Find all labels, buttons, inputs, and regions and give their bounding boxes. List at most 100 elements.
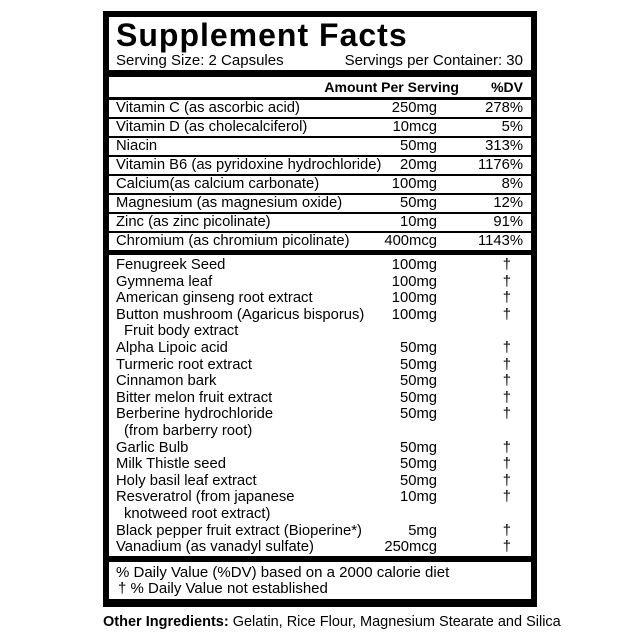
servings-per-container-text: Servings per Container: 30	[344, 52, 523, 69]
nutrient-dv: 1176%	[478, 157, 523, 173]
supplement-facts-panel: Supplement Facts Serving Size: 2 Capsule…	[103, 11, 537, 607]
nutrient-dv: †	[502, 406, 511, 423]
nutrient-name: Vitamin C (as ascorbic acid)	[116, 100, 300, 116]
nutrient-name: Magnesium (as magnesium oxide)	[116, 195, 343, 211]
nutrient-amount: 50mg	[399, 389, 437, 406]
nutrient-name: Holy basil leaf extract	[116, 472, 257, 489]
panel-title: Supplement Facts	[116, 17, 408, 53]
other-ingredients-label: Other Ingredients:	[103, 614, 229, 630]
nutrient-row: Black pepper fruit extract (Bioperine*) …	[109, 523, 531, 540]
nutrient-name: Cinnamon bark	[116, 373, 217, 390]
nutrient-amount: 5mg	[408, 522, 437, 539]
nutrient-row: Bitter melon fruit extract 50mg †	[109, 390, 531, 407]
nutrient-row: Gymnema leaf 100mg †	[109, 274, 531, 291]
nutrient-name: Vanadium (as vanadyl sulfate)	[116, 539, 314, 556]
nutrient-name: Alpha Lipoic acid	[116, 339, 228, 356]
nutrient-dv: †	[502, 456, 511, 473]
nutrient-dv: †	[502, 489, 511, 506]
nutrient-row: Holy basil leaf extract 50mg †	[109, 473, 531, 490]
nutrient-name: Fenugreek Seed	[116, 257, 226, 273]
nutrient-name: Gymnema leaf	[116, 273, 213, 290]
nutrient-amount: 100mg	[391, 290, 437, 307]
nutrient-amount: 100mg	[391, 306, 437, 323]
nutrient-amount: 50mg	[399, 406, 437, 423]
nutrient-dv: †	[502, 306, 511, 323]
nutrient-row: Magnesium (as magnesium oxide) 50mg 12%	[109, 195, 531, 214]
nutrient-row: Garlic Bulb 50mg †	[109, 440, 531, 457]
nutrient-dv: 91%	[493, 214, 523, 230]
nutrient-row: Vitamin D (as cholecalciferol) 10mcg 5%	[109, 119, 531, 138]
column-header-amount: Amount Per Serving	[324, 79, 459, 95]
nutrient-name-line1: Berberine hydrochloride	[116, 406, 274, 423]
nutrient-name: Vitamin B6 (as pyridoxine hydrochloride)	[116, 157, 382, 173]
nutrient-amount: 50mg	[399, 339, 437, 356]
nutrient-row: Niacin 50mg 313%	[109, 138, 531, 157]
nutrient-name: Berberine hydrochloride (from barberry r…	[116, 406, 362, 439]
thin-divider	[109, 97, 531, 100]
nutrient-dv: †	[502, 290, 511, 307]
nutrient-name: Zinc (as zinc picolinate)	[116, 214, 271, 230]
nutrient-name-line2: knotweed root extract)	[124, 505, 271, 522]
nutrient-row: Vitamin B6 (as pyridoxine hydrochloride)…	[109, 157, 531, 176]
footnote-dagger: † % Daily Value not established	[118, 580, 328, 598]
nutrient-dv: †	[502, 539, 511, 556]
serving-size-text: Serving Size: 2 Capsules	[116, 52, 284, 69]
nutrient-amount: 20mg	[399, 157, 437, 173]
nutrient-amount: 250mcg	[384, 539, 437, 556]
nutrient-row: Fenugreek Seed 100mg †	[109, 257, 531, 274]
nutrient-amount: 50mg	[399, 456, 437, 473]
nutrient-name: Resveratrol (from japanese knotweed root…	[116, 489, 362, 522]
nutrient-row: Resveratrol (from japanese knotweed root…	[109, 489, 531, 522]
nutrient-name-line1: Resveratrol (from japanese	[116, 489, 295, 506]
herbal-section: Fenugreek Seed 100mg † Gymnema leaf 100m…	[109, 255, 531, 556]
nutrient-amount: 50mg	[399, 373, 437, 390]
nutrient-amount: 250mg	[391, 100, 437, 116]
nutrient-name: Vitamin D (as cholecalciferol)	[116, 119, 308, 135]
nutrient-dv: 313%	[485, 138, 523, 154]
nutrient-name-line2: (from barberry root)	[124, 422, 253, 439]
nutrient-dv: †	[502, 472, 511, 489]
section-divider	[109, 250, 531, 255]
nutrient-amount: 10mcg	[392, 119, 437, 135]
nutrient-dv: †	[502, 273, 511, 290]
nutrient-name: Button mushroom (Agaricus bisporus) Frui…	[116, 306, 365, 340]
nutrient-name: Bitter melon fruit extract	[116, 389, 273, 406]
nutrient-name: Calcium(as calcium carbonate)	[116, 176, 320, 192]
nutrient-amount: 100mg	[391, 257, 437, 273]
thick-divider	[109, 70, 531, 77]
nutrient-name: Chromium (as chromium picolinate)	[116, 233, 350, 249]
nutrient-row: Calcium(as calcium carbonate) 100mg 8%	[109, 176, 531, 195]
footnote-dv-basis: % Daily Value (%DV) based on a 2000 calo…	[116, 563, 450, 581]
nutrient-amount: 10mg	[399, 214, 437, 230]
column-header-dv: %DV	[491, 79, 523, 95]
nutrient-amount: 50mg	[399, 439, 437, 456]
nutrient-amount: 50mg	[399, 472, 437, 489]
nutrient-row: Milk Thistle seed 50mg †	[109, 456, 531, 473]
nutrient-row: Turmeric root extract 50mg †	[109, 357, 531, 374]
nutrient-dv: †	[502, 373, 511, 390]
nutrient-name: Milk Thistle seed	[116, 456, 226, 473]
nutrient-dv: †	[502, 439, 511, 456]
nutrient-dv: 12%	[493, 195, 523, 211]
nutrient-amount: 100mg	[391, 176, 437, 192]
nutrient-name-line1: Button mushroom (Agaricus bisporus)	[116, 306, 365, 323]
nutrient-row: Alpha Lipoic acid 50mg †	[109, 340, 531, 357]
nutrient-amount: 100mg	[391, 273, 437, 290]
nutrient-amount: 400mcg	[384, 233, 437, 249]
column-header-row: Amount Per Serving %DV	[109, 77, 531, 97]
nutrient-name: Black pepper fruit extract (Bioperine*)	[116, 522, 362, 539]
nutrient-dv: 278%	[485, 100, 523, 116]
nutrient-amount: 50mg	[399, 138, 437, 154]
nutrient-row: American ginseng root extract 100mg †	[109, 290, 531, 307]
nutrient-row: Zinc (as zinc picolinate) 10mg 91%	[109, 214, 531, 233]
nutrient-amount: 50mg	[399, 356, 437, 373]
nutrient-dv: 1143%	[478, 233, 523, 249]
nutrient-dv: †	[502, 356, 511, 373]
nutrient-amount: 50mg	[399, 195, 437, 211]
nutrient-name: American ginseng root extract	[116, 290, 313, 307]
nutrient-row: Button mushroom (Agaricus bisporus) Frui…	[109, 307, 531, 340]
nutrient-name: Niacin	[116, 138, 158, 154]
other-ingredients-text: Gelatin, Rice Flour, Magnesium Stearate …	[228, 614, 561, 630]
nutrient-dv: †	[502, 339, 511, 356]
nutrient-row: Berberine hydrochloride (from barberry r…	[109, 406, 531, 439]
